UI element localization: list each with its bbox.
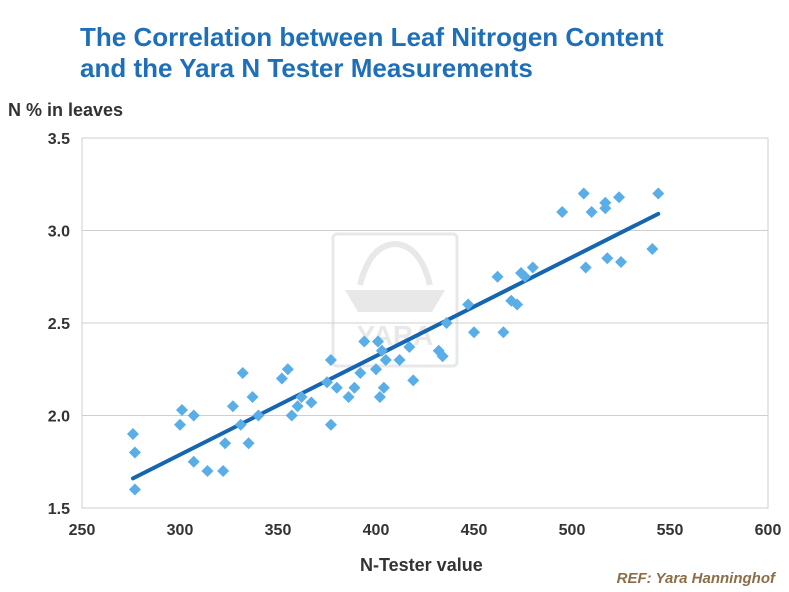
data-point: [291, 400, 304, 413]
data-point: [348, 381, 361, 394]
data-point: [585, 206, 598, 218]
data-point: [324, 418, 337, 431]
y-tick-label: 3.5: [48, 131, 70, 148]
x-tick-labels: 250 300 350 400 450 500 550 600: [69, 522, 782, 539]
data-point: [526, 261, 539, 274]
data-point: [579, 261, 592, 274]
data-point: [358, 335, 371, 348]
chart-title: The Correlation between Leaf Nitrogen Co…: [80, 22, 664, 84]
data-point: [330, 381, 343, 394]
x-tick-label: 500: [559, 522, 586, 539]
data-point: [242, 437, 255, 450]
trend-line: [130, 211, 661, 481]
x-tick-label: 300: [167, 522, 194, 539]
watermark-ship: [345, 290, 445, 312]
y-tick-label: 1.5: [48, 501, 70, 518]
data-point: [577, 187, 590, 200]
data-point: [601, 252, 614, 265]
data-point: [556, 206, 569, 218]
data-point: [187, 455, 200, 468]
data-point: [295, 391, 308, 403]
data-point: [511, 298, 524, 311]
data-point: [440, 317, 453, 329]
data-point: [275, 372, 288, 385]
data-point: [201, 465, 214, 477]
data-point: [370, 363, 382, 376]
data-point: [217, 465, 230, 477]
data-point: [226, 400, 239, 413]
watermark-sail: [357, 240, 433, 286]
x-tick-label: 250: [69, 522, 96, 539]
x-tick-label: 550: [657, 522, 684, 539]
data-point: [246, 391, 259, 403]
data-point: [342, 391, 355, 403]
data-point: [174, 418, 186, 431]
data-point: [436, 350, 449, 363]
data-point: [373, 391, 386, 403]
data-point: [175, 403, 188, 416]
data-point: [305, 396, 318, 409]
chart-title-line2: and the Yara N Tester Measurements: [80, 53, 533, 83]
x-tick-label: 600: [755, 522, 782, 539]
data-point: [615, 255, 627, 268]
data-point: [281, 363, 294, 376]
x-tick-label: 400: [363, 522, 390, 539]
y-axis-label: N % in leaves: [8, 100, 124, 120]
data-point: [252, 409, 265, 422]
data-point: [371, 335, 384, 348]
x-axis-label: N-Tester value: [360, 555, 483, 575]
plot-frame: [81, 137, 769, 509]
data-points: [126, 187, 665, 496]
data-point: [187, 409, 200, 422]
data-point: [236, 366, 249, 379]
data-point: [354, 366, 367, 379]
y-tick-label: 3.0: [48, 224, 70, 241]
data-point: [379, 354, 392, 366]
data-point: [407, 374, 420, 387]
data-point: [491, 270, 504, 283]
data-point: [646, 243, 659, 255]
data-point: [128, 483, 141, 496]
x-tick-label: 350: [265, 522, 292, 539]
data-point: [234, 418, 247, 431]
data-point: [324, 354, 337, 366]
data-point: [126, 428, 139, 440]
data-point: [128, 446, 141, 459]
data-point: [468, 326, 480, 339]
data-point: [652, 187, 665, 200]
data-point: [462, 298, 475, 311]
data-point: [613, 191, 626, 204]
data-point: [599, 196, 612, 209]
reference-note: REF: Yara Hanninghof: [616, 570, 775, 587]
data-point: [285, 409, 298, 422]
data-point: [219, 437, 232, 450]
data-point: [518, 270, 531, 283]
y-tick-label: 2.5: [48, 316, 70, 333]
data-point: [497, 326, 510, 339]
grid-lines: [81, 137, 769, 509]
data-point: [377, 381, 390, 394]
y-tick-labels: 1.5 2.0 2.5 3.0 3.5: [48, 131, 70, 518]
data-point: [403, 341, 416, 354]
x-tick-label: 450: [461, 522, 488, 539]
y-tick-label: 2.0: [48, 409, 70, 426]
watermark-frame: [331, 232, 459, 368]
data-point: [375, 344, 388, 357]
chart-title-line1: The Correlation between Leaf Nitrogen Co…: [80, 22, 664, 52]
data-point: [393, 354, 406, 366]
data-point: [321, 376, 333, 389]
